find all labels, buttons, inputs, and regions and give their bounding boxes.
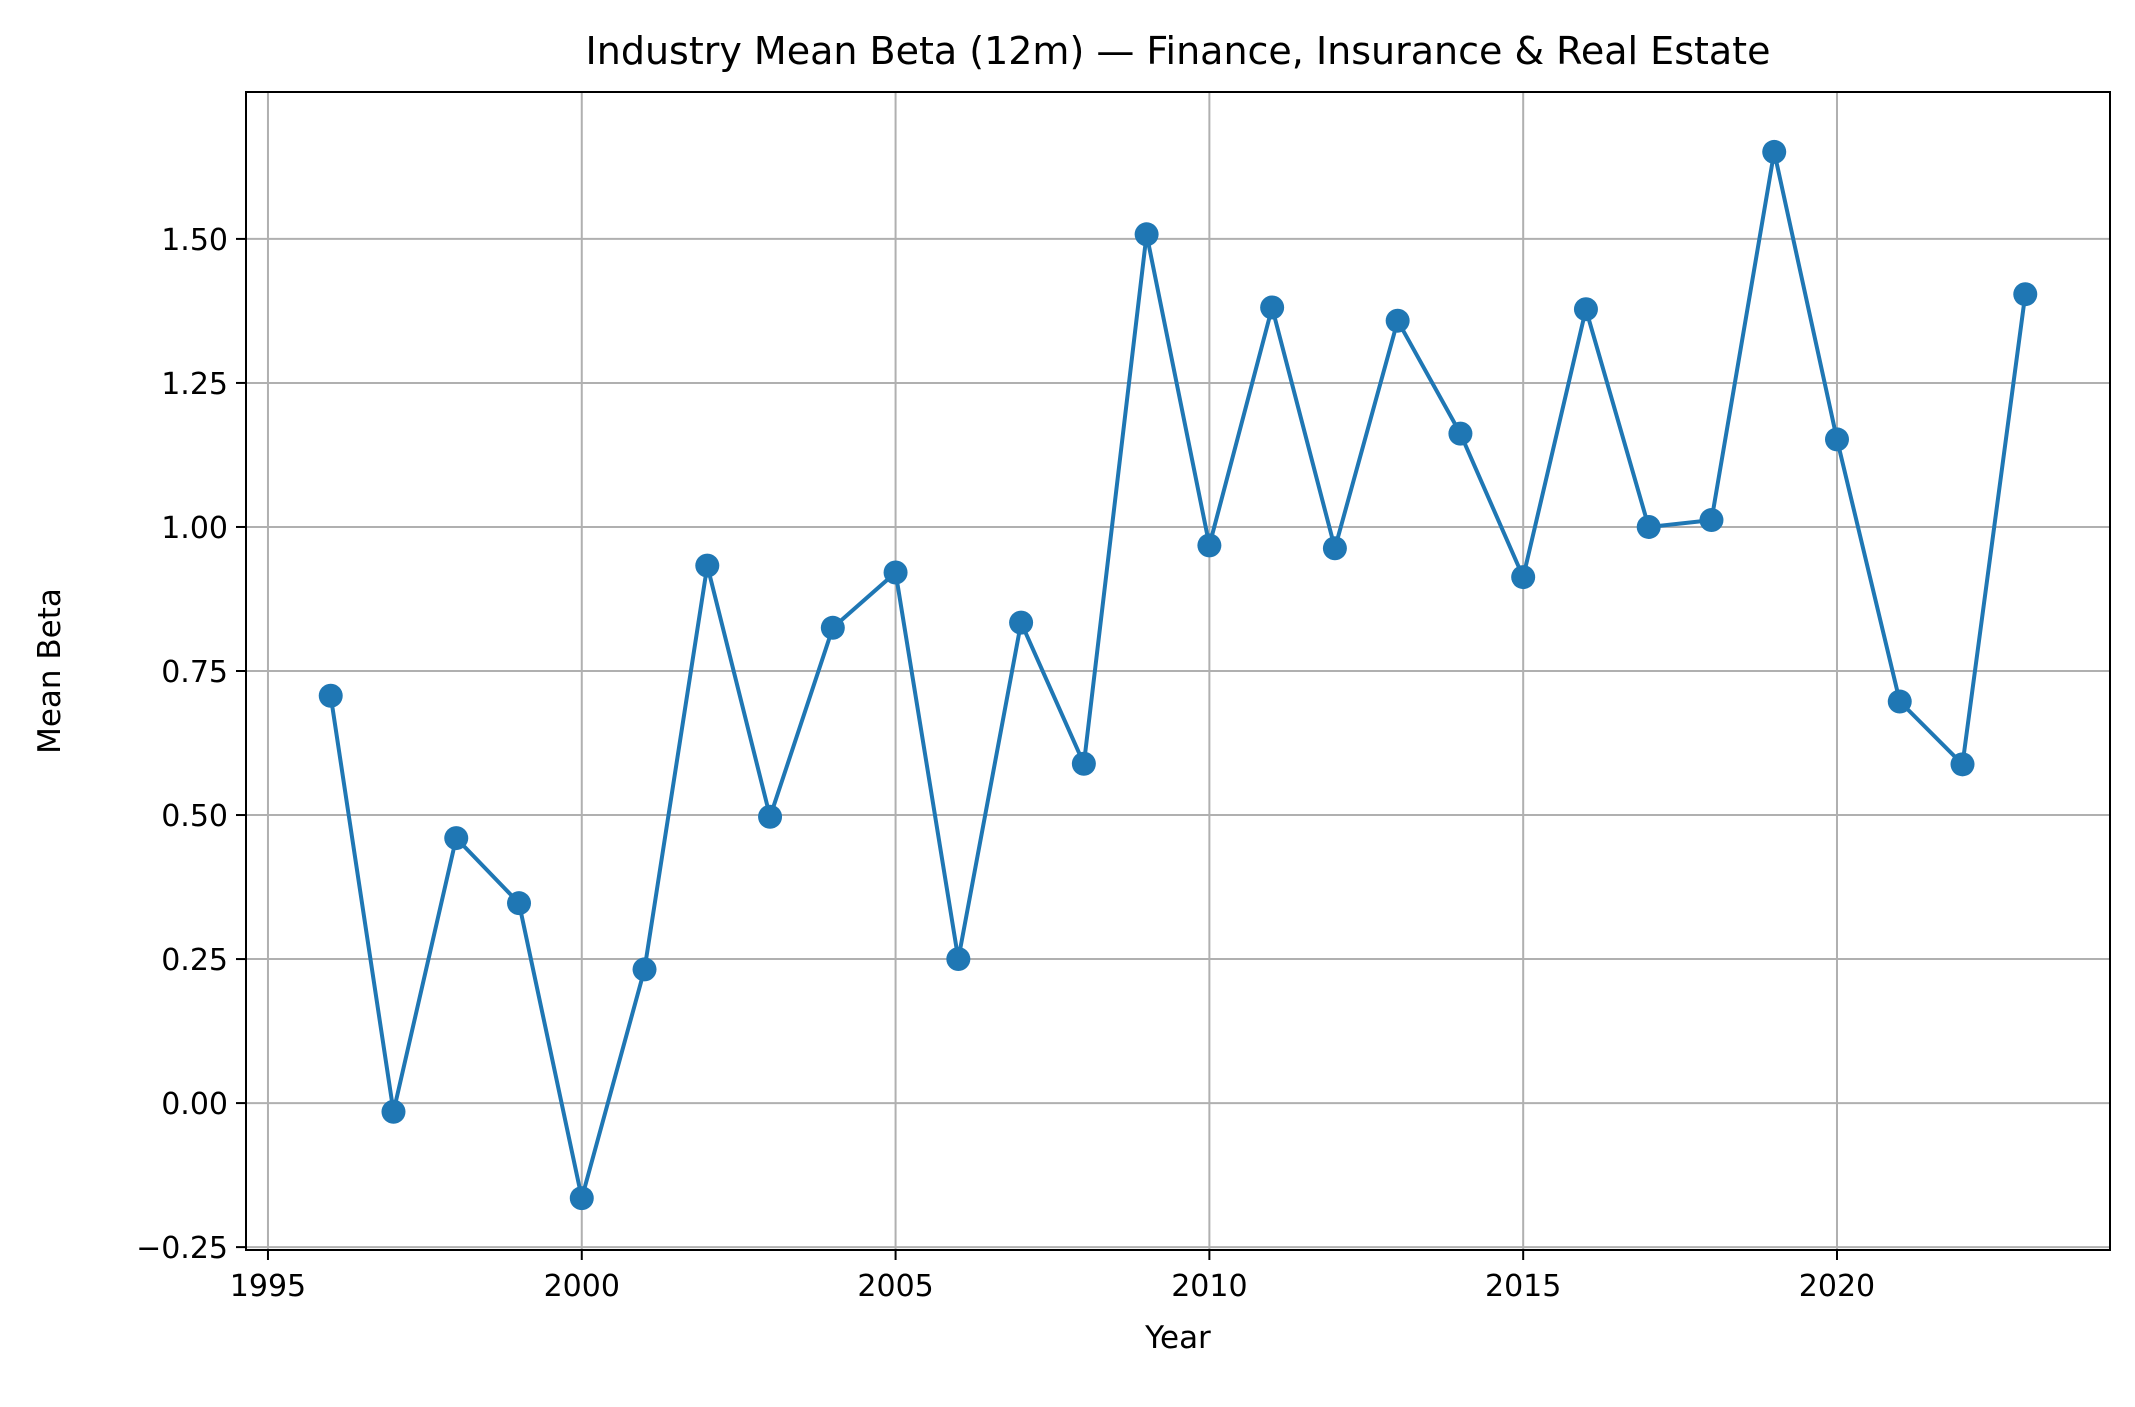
plot-frame xyxy=(245,91,2111,1251)
data-point xyxy=(1260,295,1285,320)
data-point xyxy=(1887,689,1912,714)
data-point xyxy=(1071,751,1096,776)
y-tick-label: 1.00 xyxy=(161,511,228,546)
x-tick-label: 2005 xyxy=(857,1269,933,1304)
data-point xyxy=(318,683,343,708)
y-tick-label: 0.50 xyxy=(161,799,228,834)
data-point xyxy=(1762,139,1787,164)
data-point xyxy=(1573,297,1598,322)
plot-area xyxy=(318,139,2038,1211)
data-point xyxy=(569,1186,594,1211)
data-point xyxy=(381,1099,406,1124)
data-point xyxy=(820,615,845,640)
data-point xyxy=(632,957,657,982)
data-point xyxy=(507,891,532,916)
y-tick-label: 0.75 xyxy=(161,655,228,690)
grid-lines xyxy=(246,92,2110,1250)
y-tick-label: 1.25 xyxy=(161,367,228,402)
data-point xyxy=(1699,508,1724,533)
y-axis-label: Mean Beta xyxy=(32,588,68,754)
data-point xyxy=(1322,536,1347,561)
data-point xyxy=(1197,533,1222,558)
chart-title: Industry Mean Beta (12m) — Finance, Insu… xyxy=(586,29,1771,73)
data-point xyxy=(2013,282,2038,307)
y-tick-label: 0.25 xyxy=(161,943,228,978)
data-point xyxy=(1636,514,1661,539)
x-tick-label: 2015 xyxy=(1485,1269,1561,1304)
data-point xyxy=(758,804,783,829)
y-tick-label: −0.25 xyxy=(136,1231,228,1266)
series-line xyxy=(328,149,2028,1201)
data-point xyxy=(883,560,908,585)
data-point xyxy=(1385,308,1410,333)
data-point xyxy=(1824,427,1849,452)
x-tick-label: 2020 xyxy=(1799,1269,1875,1304)
data-point xyxy=(1009,610,1034,635)
x-tick-label: 2000 xyxy=(544,1269,620,1304)
data-point xyxy=(946,947,971,972)
data-point xyxy=(444,826,469,851)
data-point xyxy=(695,553,720,578)
data-point xyxy=(1950,752,1975,777)
axis-ticks: 1995 2000 2005 2010 2015 2020 −0.25 0.00 0.25 0.5… xyxy=(136,223,1875,1304)
x-tick-label: 1995 xyxy=(230,1269,306,1304)
data-point xyxy=(1134,222,1159,247)
y-tick-label: 1.50 xyxy=(161,223,228,258)
x-tick-label: 2010 xyxy=(1171,1269,1247,1304)
x-axis-label: Year xyxy=(1144,1320,1211,1356)
data-point xyxy=(1511,565,1536,590)
data-point xyxy=(1448,421,1473,446)
y-tick-label: 0.00 xyxy=(161,1087,228,1122)
